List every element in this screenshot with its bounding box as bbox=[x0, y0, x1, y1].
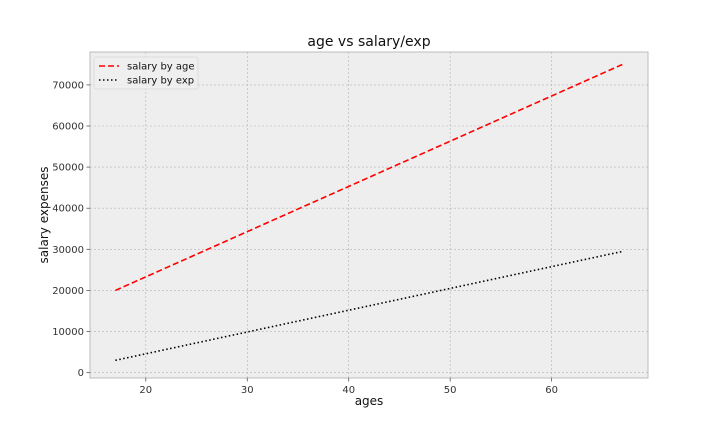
legend-label-salary-by-age: salary by age bbox=[127, 62, 195, 73]
x-tick-label: 60 bbox=[545, 385, 558, 396]
legend-box bbox=[93, 56, 199, 90]
series-lines bbox=[115, 63, 623, 362]
series-line-salary-by-exp bbox=[115, 250, 623, 362]
x-axis-ticks: 20 30 40 50 60 bbox=[139, 378, 558, 396]
y-tick-label: 0 bbox=[78, 368, 84, 379]
legend: salary by age salary by exp bbox=[93, 56, 199, 90]
x-axis-label: ages bbox=[355, 394, 384, 408]
x-tick-label: 20 bbox=[139, 385, 152, 396]
x-tick-label: 30 bbox=[241, 385, 254, 396]
y-tick-label: 70000 bbox=[52, 80, 84, 91]
y-axis-label: salary expenses bbox=[37, 167, 51, 264]
legend-label-salary-by-exp: salary by exp bbox=[127, 76, 194, 87]
y-tick-label: 60000 bbox=[52, 121, 84, 132]
plot-area bbox=[89, 51, 649, 379]
y-tick-label: 10000 bbox=[52, 327, 84, 338]
y-tick-label: 40000 bbox=[52, 204, 84, 215]
y-tick-label: 30000 bbox=[52, 245, 84, 256]
y-tick-label: 20000 bbox=[52, 286, 84, 297]
chart-title: age vs salary/exp bbox=[307, 34, 430, 50]
grid-lines bbox=[90, 52, 648, 378]
x-tick-label: 50 bbox=[444, 385, 457, 396]
series-line-salary-by-age bbox=[115, 63, 623, 292]
x-tick-label: 40 bbox=[342, 385, 355, 396]
y-axis-ticks: 0 10000 20000 30000 40000 50000 60000 70000 bbox=[52, 80, 90, 379]
y-tick-label: 50000 bbox=[52, 163, 84, 174]
